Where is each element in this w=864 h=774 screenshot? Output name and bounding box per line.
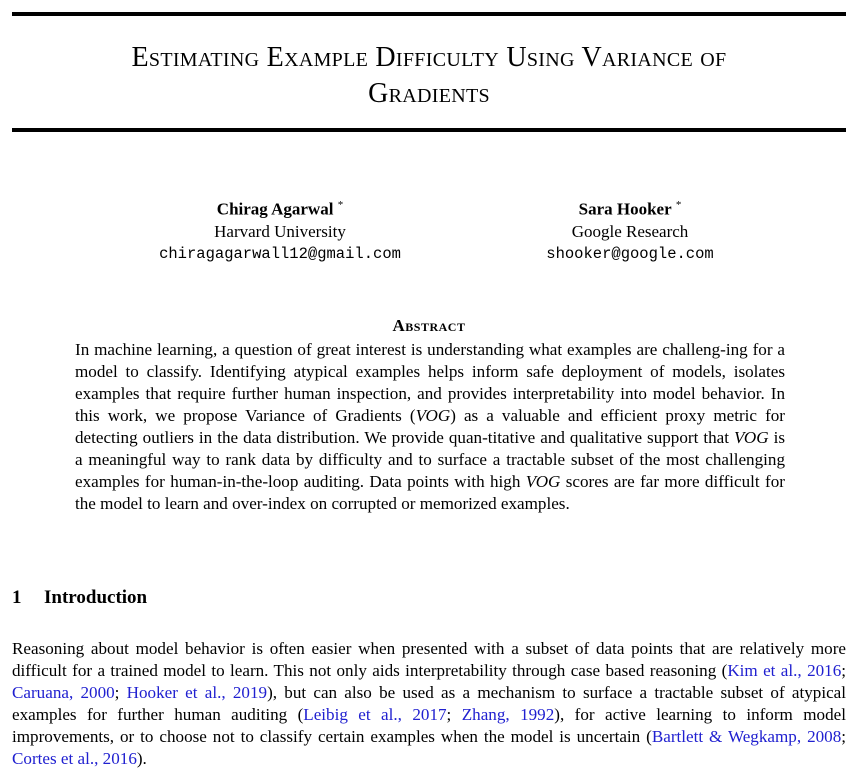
title-line-2: Gradients (368, 78, 490, 109)
vog-symbol: VOG (415, 406, 451, 425)
author-email[interactable]: chiragagarwall12@gmail.com (159, 244, 401, 263)
author-affiliation: Harvard University (214, 221, 346, 241)
author-name: Chirag Agarwal (216, 199, 334, 219)
author-footnote-mark: * (337, 199, 344, 211)
citation-link[interactable]: Bartlett & Wegkamp, 2008 (651, 727, 842, 746)
author-name: Sara Hooker (578, 199, 672, 219)
intro-segment: ), for active learning to inform model i… (12, 705, 846, 746)
abstract-segment: In machine learning, a question of great… (75, 340, 785, 425)
intro-segment: ; (841, 661, 846, 680)
vog-symbol: VOG (733, 428, 769, 447)
intro-segment: ; (446, 705, 462, 724)
intro-segment: ; (114, 683, 127, 702)
citation-link[interactable]: Hooker et al., 2019 (126, 683, 268, 702)
author-email[interactable]: shooker@google.com (546, 244, 714, 263)
title-line-1: Estimating Example Difficulty Using Vari… (131, 42, 727, 73)
introduction-paragraph: Reasoning about model behavior is often … (12, 638, 846, 770)
citation-link[interactable]: Cortes et al., 2016 (12, 749, 137, 768)
section-number: 1 (12, 587, 22, 608)
paper-title: Estimating Example Difficulty Using Vari… (12, 40, 846, 112)
abstract-segment: ) as a valuable and efficient proxy metr… (75, 406, 786, 447)
vog-symbol: VOG (525, 472, 561, 491)
section-heading-introduction: 1 Introduction (12, 587, 147, 609)
author-2: Sara Hooker * Google Research shooker@go… (470, 194, 790, 265)
abstract-segment: is a meaningful way to rank data by diff… (75, 428, 785, 491)
intro-segment: ; (841, 727, 846, 746)
author-affiliation: Google Research (571, 221, 689, 241)
abstract-segment: scores are far more difficult for the mo… (75, 472, 785, 513)
abstract-text: In machine learning, a question of great… (75, 339, 785, 515)
intro-segment: ). (136, 749, 147, 768)
citation-link[interactable]: Zhang, 1992 (461, 705, 555, 724)
author-1: Chirag Agarwal * Harvard University chir… (120, 194, 440, 265)
citation-link[interactable]: Leibig et al., 2017 (303, 705, 447, 724)
citation-link[interactable]: Kim et al., 2016 (727, 661, 842, 680)
intro-segment: Reasoning about model behavior is often … (12, 639, 846, 680)
title-top-rule (12, 12, 846, 16)
title-bottom-rule (12, 128, 846, 132)
intro-segment: ), but can also be used as a mechanism t… (12, 683, 847, 724)
section-title: Introduction (44, 587, 148, 608)
author-footnote-mark: * (675, 199, 682, 211)
abstract-heading: Abstract (392, 316, 466, 335)
citation-link[interactable]: Caruana, 2000 (12, 683, 115, 702)
